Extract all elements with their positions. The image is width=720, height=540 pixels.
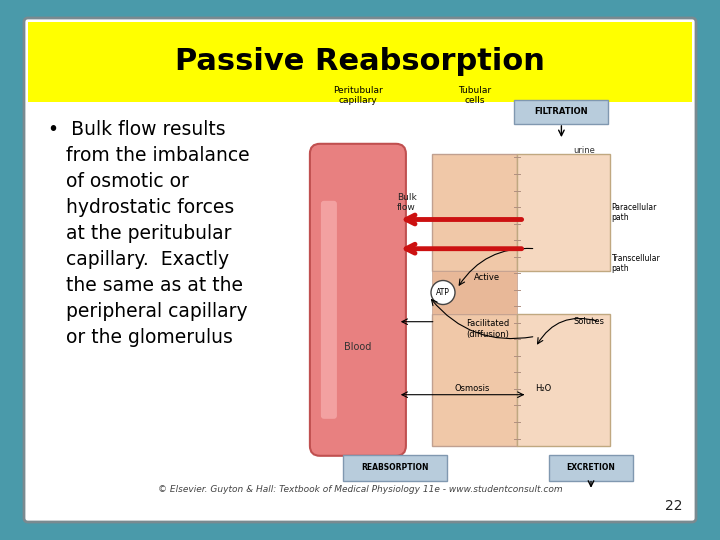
FancyBboxPatch shape [310, 144, 406, 456]
Bar [517, 154, 610, 271]
Text: Facilitated
(diffusion): Facilitated (diffusion) [466, 319, 509, 339]
Text: peripheral capillary: peripheral capillary [48, 302, 248, 321]
Text: Bulk
flow: Bulk flow [397, 193, 416, 212]
Text: or the glomerulus: or the glomerulus [48, 328, 233, 347]
Text: Paracellular
path: Paracellular path [611, 202, 657, 222]
Bar [28, 22, 692, 102]
Text: of osmotic or: of osmotic or [48, 172, 189, 191]
Text: © Elsevier. Guyton & Hall: Textbook of Medical Physiology 11e - www.studentconsu: © Elsevier. Guyton & Hall: Textbook of M… [158, 485, 562, 495]
Text: FILTRATION: FILTRATION [534, 107, 588, 117]
Text: Passive Reabsorption: Passive Reabsorption [175, 48, 545, 77]
Text: at the peritubular: at the peritubular [48, 224, 232, 243]
Text: EXCRETION: EXCRETION [567, 463, 616, 472]
Bar [432, 314, 517, 446]
Text: 22: 22 [665, 499, 682, 513]
FancyBboxPatch shape [321, 201, 337, 419]
Text: •  Bulk flow results: • Bulk flow results [48, 120, 225, 139]
Circle shape [431, 280, 455, 305]
Text: hydrostatic forces: hydrostatic forces [48, 198, 234, 217]
Text: REABSORPTION: REABSORPTION [361, 463, 428, 472]
Text: Active: Active [474, 273, 500, 282]
Text: urine: urine [573, 146, 595, 155]
Text: ATP: ATP [436, 288, 450, 297]
FancyBboxPatch shape [514, 100, 608, 124]
FancyBboxPatch shape [343, 455, 447, 481]
Text: Osmosis: Osmosis [455, 384, 490, 393]
FancyBboxPatch shape [24, 18, 696, 522]
Bar [432, 154, 517, 271]
Text: the same as at the: the same as at the [48, 276, 243, 295]
Text: Blood: Blood [344, 342, 372, 352]
Text: capillary.  Exactly: capillary. Exactly [48, 250, 229, 269]
Text: from the imbalance: from the imbalance [48, 146, 250, 165]
Bar [517, 314, 610, 446]
Text: Solutes: Solutes [574, 317, 605, 326]
FancyBboxPatch shape [549, 455, 633, 481]
Text: H₂O: H₂O [536, 384, 552, 393]
Text: Peritubular
capillary: Peritubular capillary [333, 86, 383, 105]
Text: Transcellular
path: Transcellular path [611, 254, 660, 273]
Bar [432, 271, 517, 314]
Text: Tubular
cells: Tubular cells [458, 86, 491, 105]
